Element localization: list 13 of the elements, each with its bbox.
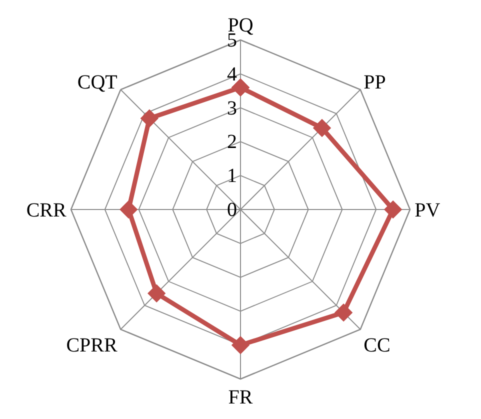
spoke-label: PP — [364, 71, 386, 94]
y-tick-label: 2 — [227, 131, 237, 154]
y-tick-label: 0 — [227, 199, 237, 221]
spoke-label: CC — [364, 334, 390, 357]
spoke-label: FR — [228, 386, 254, 409]
spoke-label: CRR — [26, 200, 67, 222]
spoke-label: PV — [414, 200, 441, 222]
y-tick-label: 1 — [227, 165, 237, 188]
y-tick-label: 3 — [227, 97, 237, 120]
spoke-label: CPRR — [66, 334, 118, 357]
y-tick-label: 4 — [227, 63, 237, 86]
spoke-label: CQT — [77, 71, 118, 94]
spoke-label: PQ — [228, 14, 254, 36]
